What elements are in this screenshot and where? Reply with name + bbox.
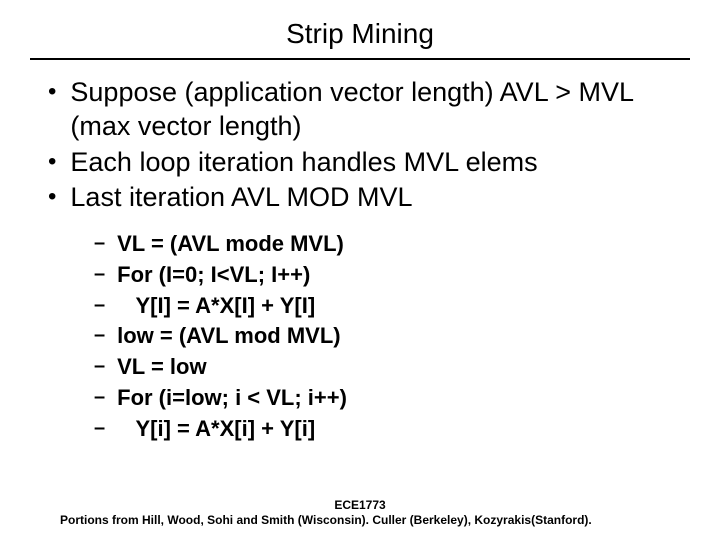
footer-attribution: Portions from Hill, Wood, Sohi and Smith… [60, 513, 660, 528]
dash-marker: – [94, 291, 105, 319]
sub-item: – VL = low [86, 352, 690, 383]
slide-footer: ECE1773 Portions from Hill, Wood, Sohi a… [60, 498, 660, 528]
sub-item: – For (I=0; I<VL; I++) [86, 260, 690, 291]
dash-marker: – [94, 260, 105, 288]
sub-item: – low = (AVL mod MVL) [86, 321, 690, 352]
sub-text: Y[I] = A*X[I] + Y[I] [117, 291, 315, 322]
sub-item: – Y[I] = A*X[I] + Y[I] [86, 291, 690, 322]
slide-title: Strip Mining [30, 18, 690, 50]
dash-marker: – [94, 383, 105, 411]
bullet-item: • Suppose (application vector length) AV… [40, 76, 690, 144]
bullet-text: Last iteration AVL MOD MVL [70, 181, 690, 215]
dash-marker: – [94, 229, 105, 257]
dash-marker: – [94, 321, 105, 349]
bullet-item: • Each loop iteration handles MVL elems [40, 146, 690, 180]
bullet-marker: • [48, 181, 56, 212]
sub-text: For (I=0; I<VL; I++) [117, 260, 310, 291]
bullet-text: Suppose (application vector length) AVL … [70, 76, 690, 144]
sub-bullet-list: – VL = (AVL mode MVL) – For (I=0; I<VL; … [30, 229, 690, 445]
sub-text: For (i=low; i < VL; i++) [117, 383, 347, 414]
bullet-item: • Last iteration AVL MOD MVL [40, 181, 690, 215]
sub-text: VL = (AVL mode MVL) [117, 229, 344, 260]
footer-course-code: ECE1773 [60, 498, 660, 513]
sub-item: – For (i=low; i < VL; i++) [86, 383, 690, 414]
bullet-marker: • [48, 146, 56, 177]
sub-text: Y[i] = A*X[i] + Y[i] [117, 414, 315, 445]
title-divider [30, 58, 690, 60]
bullet-text: Each loop iteration handles MVL elems [70, 146, 690, 180]
sub-text: low = (AVL mod MVL) [117, 321, 340, 352]
bullet-marker: • [48, 76, 56, 107]
sub-item: – Y[i] = A*X[i] + Y[i] [86, 414, 690, 445]
dash-marker: – [94, 352, 105, 380]
sub-text: VL = low [117, 352, 206, 383]
dash-marker: – [94, 414, 105, 442]
sub-item: – VL = (AVL mode MVL) [86, 229, 690, 260]
main-bullet-list: • Suppose (application vector length) AV… [30, 76, 690, 215]
